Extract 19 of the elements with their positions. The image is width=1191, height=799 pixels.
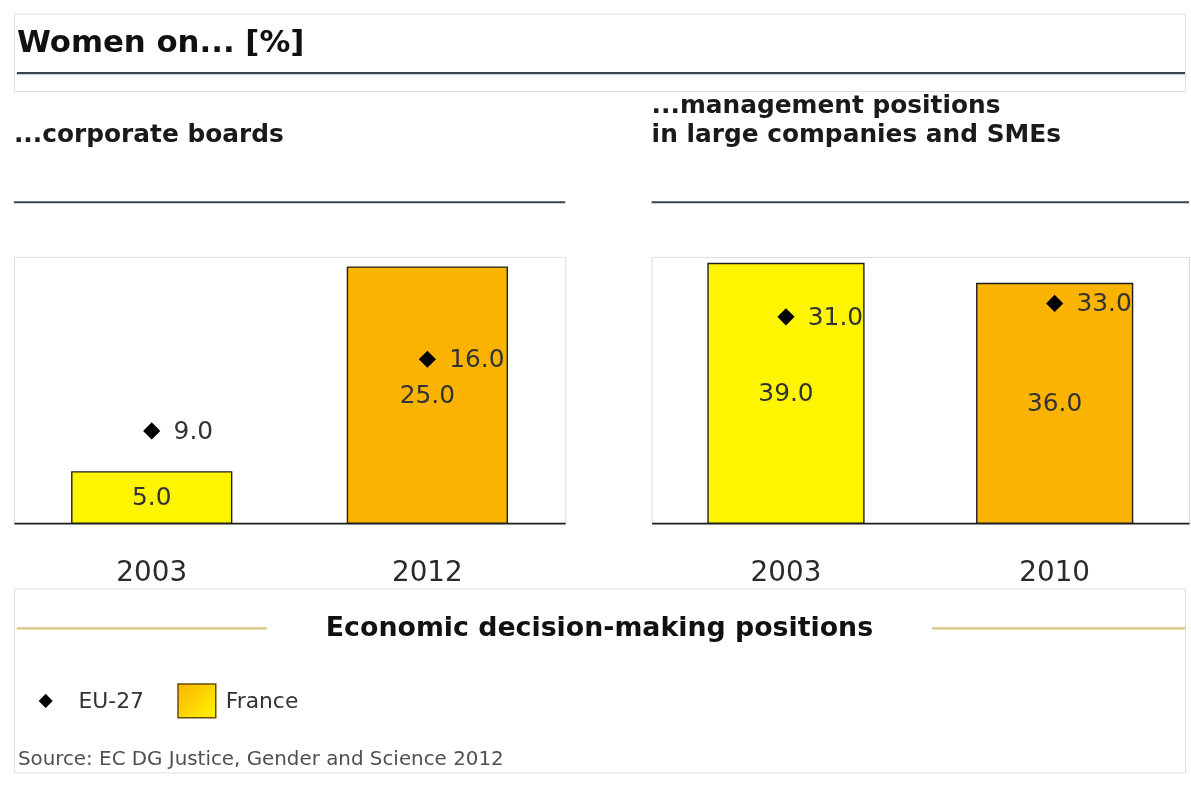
text: Economic decision-making positions	[325, 611, 874, 643]
x-tick-label: 2010	[1019, 555, 1091, 589]
data-label: 5.0	[131, 482, 172, 512]
chart-subtitle: ...corporate boards	[13, 118, 284, 148]
x-tick-label: 2003	[750, 555, 822, 589]
legend-label: France	[225, 687, 299, 713]
data-label: 9.0	[173, 415, 214, 445]
data-label: 36.0	[1027, 388, 1083, 418]
data-label: 33.0	[1076, 288, 1132, 318]
data-label: 39.0	[758, 378, 814, 408]
x-tick-label: 2012	[392, 555, 463, 589]
chart-subtitle: ...management positions in large companies and SMEs	[651, 89, 1062, 148]
source-note: Source: EC DG Justice, Gender and Science 2012	[17, 747, 504, 771]
x-tick-label: 2003	[116, 555, 188, 589]
data-label: 16.0	[449, 344, 505, 374]
legend-label: EU-27	[78, 687, 144, 713]
data-label: 31.0	[807, 301, 864, 331]
chart-title: Women on... [%]	[16, 23, 305, 60]
data-label: 25.0	[399, 380, 456, 410]
